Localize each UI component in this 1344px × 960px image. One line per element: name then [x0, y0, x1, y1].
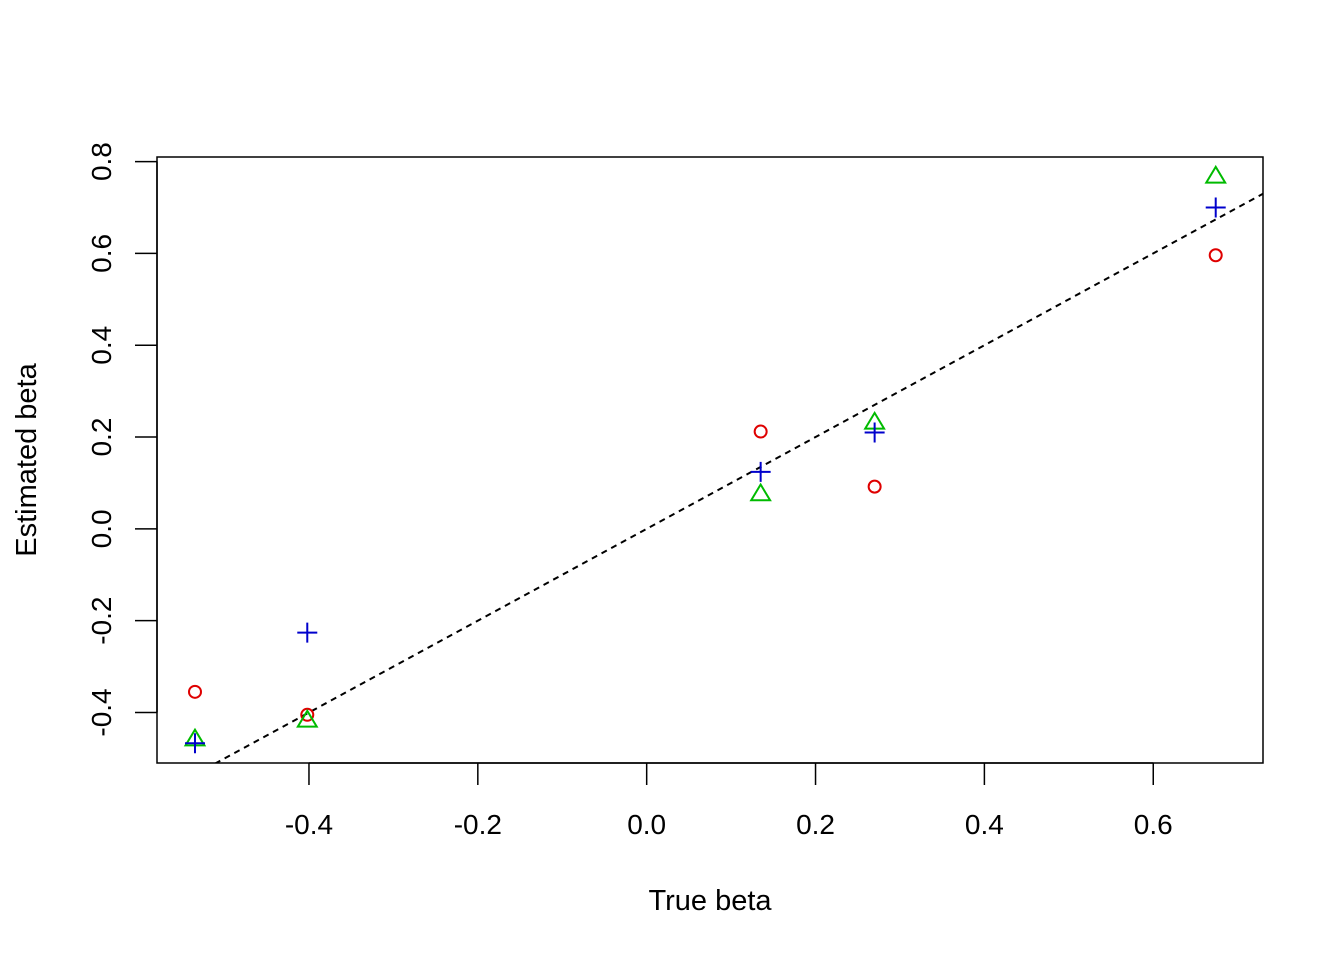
x-axis-label: True beta — [648, 885, 772, 917]
data-point-circle — [753, 424, 768, 439]
data-point-triangle — [296, 708, 319, 728]
x-axis: -0.4 -0.2 0.0 0.2 0.4 0.6 — [285, 762, 1173, 840]
data-point-plus — [750, 461, 771, 482]
y-tick-label: 0.2 — [86, 418, 117, 457]
data-point-plus — [1205, 197, 1226, 218]
y-tick-label: 0.4 — [86, 326, 117, 365]
y-tick-label: -0.2 — [86, 597, 117, 645]
series-circle — [187, 248, 1223, 722]
x-tick-label: 0.0 — [627, 809, 666, 840]
series-plus — [184, 197, 1226, 754]
y-tick-label: 0.6 — [86, 234, 117, 273]
data-point-triangle — [1204, 164, 1227, 184]
data-point-plus — [864, 422, 885, 443]
y-tick-label: 0.8 — [86, 142, 117, 181]
x-tick-label: -0.2 — [454, 809, 502, 840]
data-point-triangle — [749, 482, 772, 502]
reference-line-layer — [214, 192, 1263, 763]
data-point-plus — [184, 733, 205, 754]
x-tick-label: 0.4 — [965, 809, 1004, 840]
x-tick-label: 0.2 — [796, 809, 835, 840]
x-tick-label: -0.4 — [285, 809, 333, 840]
data-point-circle — [187, 684, 202, 699]
y-axis: -0.4 -0.2 0.0 0.2 0.4 0.6 0.8 — [86, 142, 158, 737]
reference-line — [214, 192, 1263, 763]
y-tick-label: 0.0 — [86, 509, 117, 548]
data-point-circle — [1208, 248, 1223, 263]
data-point-circle — [300, 707, 315, 722]
data-point-circle — [867, 479, 882, 494]
y-tick-label: -0.4 — [86, 688, 117, 736]
y-axis-label: Estimated beta — [11, 362, 43, 556]
data-point-plus — [297, 622, 318, 643]
data-points-layer — [183, 164, 1227, 754]
x-tick-label: 0.6 — [1134, 809, 1173, 840]
